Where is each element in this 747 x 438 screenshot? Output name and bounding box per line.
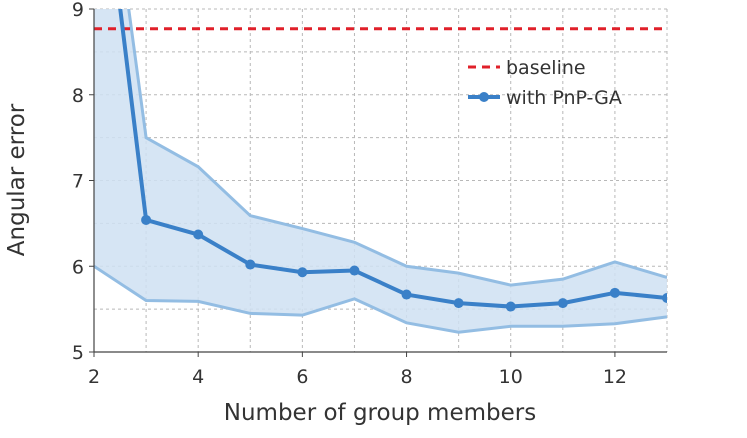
y-tick-label: 6	[72, 256, 84, 278]
x-tick-label: 2	[88, 366, 100, 388]
y-tick-label: 8	[72, 85, 84, 107]
data-point	[141, 214, 152, 225]
x-tick-label: 4	[192, 366, 204, 388]
x-tick-label: 6	[296, 366, 308, 388]
data-point	[609, 287, 620, 298]
y-tick-labels: 5 6 7 8 9	[72, 0, 94, 364]
data-point	[557, 298, 568, 309]
series-line	[118, 9, 667, 309]
data-point	[453, 298, 464, 309]
y-tick-label: 7	[72, 171, 84, 193]
data-point	[349, 265, 360, 276]
y-axis-label: Angular error	[4, 103, 30, 256]
x-axis-label: Number of group members	[224, 400, 536, 426]
y-tick-label: 9	[72, 0, 84, 21]
confidence-band	[94, 9, 667, 333]
x-tick-label: 8	[400, 366, 412, 388]
data-point	[662, 292, 667, 303]
data-point	[245, 259, 256, 270]
data-point	[401, 289, 412, 300]
x-tick-labels: 2 4 6 8 10 12	[88, 352, 627, 388]
x-tick-label: 12	[603, 366, 627, 388]
x-tick-label: 10	[499, 366, 523, 388]
data-point	[297, 267, 308, 278]
y-tick-label: 5	[72, 342, 84, 364]
band-lower-line	[94, 264, 667, 334]
data-point	[193, 229, 204, 240]
legend: baseline with PnP-GA	[468, 57, 622, 109]
legend-series-label: with PnP-GA	[506, 87, 622, 109]
confidence-band-layer	[94, 9, 667, 334]
series-layer	[118, 9, 667, 312]
legend-baseline-label: baseline	[506, 57, 586, 79]
data-point	[505, 301, 516, 312]
legend-series-marker	[479, 92, 489, 102]
band-upper-line	[127, 9, 667, 287]
